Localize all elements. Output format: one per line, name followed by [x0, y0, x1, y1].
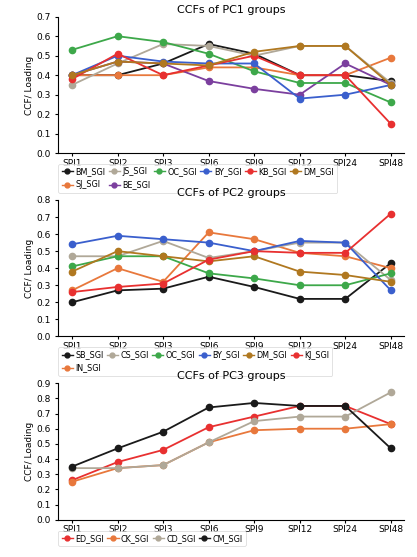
- Legend: ED_SGI, CK_SGI, CD_SGI, CM_SGI: ED_SGI, CK_SGI, CD_SGI, CM_SGI: [58, 531, 246, 546]
- Y-axis label: CCF/ Loading: CCF/ Loading: [25, 55, 34, 115]
- Legend: BM_SGI, SJ_SGI, JS_SGI, BE_SGI, OC_SGI, BY_SGI, KB_SGI, DM_SGI: BM_SGI, SJ_SGI, JS_SGI, BE_SGI, OC_SGI, …: [58, 164, 337, 193]
- Title: CCFs of PC2 groups: CCFs of PC2 groups: [177, 188, 286, 198]
- Title: CCFs of PC3 groups: CCFs of PC3 groups: [177, 371, 286, 381]
- Title: CCFs of PC1 groups: CCFs of PC1 groups: [177, 4, 286, 14]
- Legend: SB_SGI, IN_SGI, CS_SGI, OC_SGI, BY_SGI, DM_SGI, KJ_SGI: SB_SGI, IN_SGI, CS_SGI, OC_SGI, BY_SGI, …: [58, 348, 332, 376]
- Y-axis label: CCF/ Loading: CCF/ Loading: [25, 238, 34, 298]
- Y-axis label: CCF/ Loading: CCF/ Loading: [25, 422, 34, 481]
